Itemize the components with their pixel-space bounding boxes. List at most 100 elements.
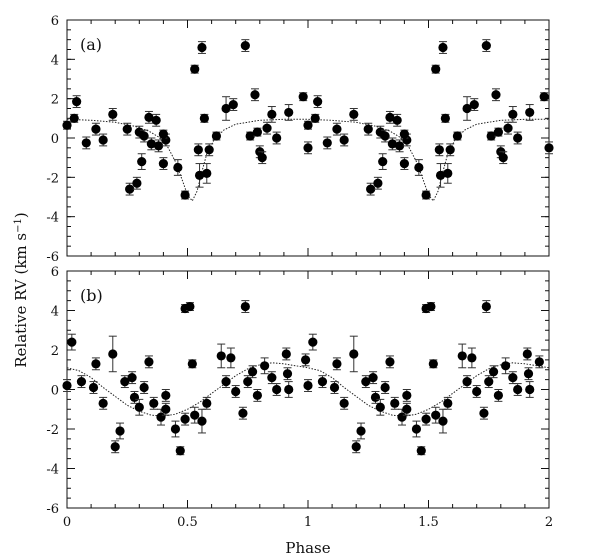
data-point	[399, 158, 409, 169]
data-point	[503, 123, 513, 133]
data-point	[110, 442, 120, 452]
data-point	[484, 377, 494, 387]
data-point	[204, 145, 214, 155]
data-point	[146, 139, 156, 149]
data-point	[469, 99, 479, 110]
data-point	[317, 377, 328, 387]
data-point	[356, 426, 366, 436]
data-point	[431, 64, 441, 74]
data-point	[173, 162, 183, 173]
data-point	[284, 107, 294, 118]
data-point	[310, 113, 320, 123]
data-point	[313, 97, 323, 107]
y-tick-label: 4	[51, 305, 59, 320]
y-tick-label: -4	[46, 463, 59, 478]
data-point	[243, 377, 253, 387]
y-tick-label: -2	[46, 423, 59, 438]
data-point	[62, 380, 72, 391]
data-point	[194, 170, 205, 180]
data-point	[238, 408, 248, 418]
data-point	[363, 124, 373, 134]
data-point	[211, 131, 222, 141]
data-point	[462, 377, 472, 387]
x-tick-label: 0	[63, 515, 71, 530]
data-point	[385, 357, 395, 367]
data-point	[284, 384, 294, 395]
data-point	[231, 386, 241, 397]
data-point	[202, 168, 212, 178]
data-point	[414, 162, 424, 173]
data-point	[428, 359, 438, 369]
data-point	[486, 131, 496, 141]
x-tick-label: 2	[545, 515, 553, 530]
data-point	[303, 120, 313, 130]
data-point	[426, 301, 436, 312]
panel-b: 0 0.5 1 1.5 2 -6 -4 -2 0 2 4 6 (b)	[46, 265, 553, 530]
data-point	[221, 377, 231, 387]
data-point	[202, 398, 212, 408]
data-point	[501, 361, 511, 371]
data-point	[120, 377, 130, 387]
data-point	[380, 131, 390, 141]
data-point	[67, 337, 77, 347]
data-point	[180, 414, 190, 424]
data-point	[281, 349, 291, 359]
data-point	[127, 373, 137, 383]
data-point	[402, 404, 412, 414]
data-point	[462, 103, 472, 114]
data-point	[513, 384, 523, 395]
data-point	[493, 390, 503, 401]
data-point	[491, 90, 501, 100]
data-point	[479, 408, 489, 418]
data-point	[349, 109, 359, 119]
y-tick-label: -2	[46, 171, 59, 186]
data-point	[144, 357, 154, 367]
data-point	[339, 398, 349, 408]
data-point	[132, 178, 142, 188]
model-curve	[66, 118, 549, 202]
data-point	[438, 42, 448, 53]
data-point	[397, 412, 407, 422]
data-point	[440, 113, 450, 123]
data-point	[368, 373, 378, 383]
data-point	[481, 40, 491, 51]
data-point	[122, 124, 132, 134]
data-point	[262, 123, 272, 133]
panel-label: (b)	[80, 286, 103, 305]
data-point	[247, 367, 258, 377]
data-point	[91, 124, 101, 134]
data-point	[421, 414, 431, 424]
data-point	[62, 120, 72, 130]
x-axis-label: Phase	[285, 539, 330, 557]
data-point	[144, 112, 154, 122]
data-point	[108, 349, 118, 359]
data-point	[193, 145, 203, 155]
panel-a: -6 -4 -2 0 2 4 6 (a)	[46, 14, 554, 265]
data-point	[139, 382, 149, 393]
data-point	[332, 124, 342, 134]
data-point	[452, 131, 463, 141]
data-point	[260, 361, 270, 371]
data-point	[370, 392, 381, 402]
data-point	[257, 153, 267, 163]
data-point	[481, 301, 491, 312]
y-tick-label: -6	[46, 250, 59, 265]
data-point	[149, 398, 159, 408]
data-point	[443, 398, 453, 408]
x-tick-label: 1	[304, 515, 312, 530]
data-point	[332, 359, 342, 369]
y-tick-label: 2	[51, 344, 59, 359]
data-point	[508, 373, 518, 383]
data-point	[303, 380, 313, 391]
data-point	[421, 190, 431, 200]
data-point	[228, 99, 238, 110]
data-point	[457, 351, 467, 361]
data-point	[472, 386, 482, 397]
data-point	[156, 412, 166, 422]
data-point	[380, 382, 390, 393]
data-point	[411, 424, 422, 434]
data-point	[91, 359, 101, 369]
data-point	[431, 410, 441, 420]
data-point	[272, 384, 282, 395]
